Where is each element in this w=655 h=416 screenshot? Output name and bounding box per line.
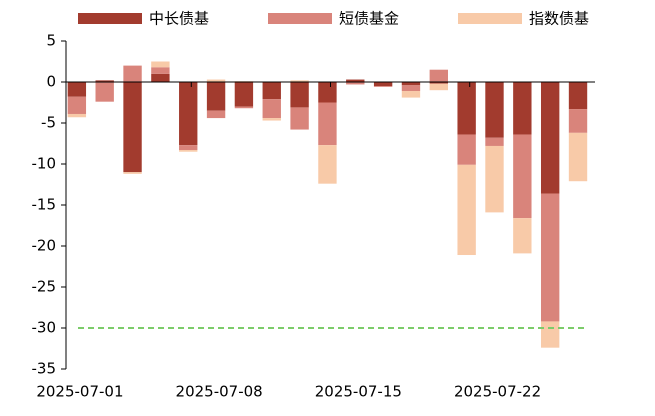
legend-label: 指数债基 — [529, 10, 589, 28]
bar-segment — [262, 99, 281, 119]
bar-segment — [429, 82, 448, 84]
x-tick-label: 2025-07-22 — [454, 383, 541, 401]
bar-segment — [540, 193, 560, 322]
bar-segment — [568, 82, 588, 110]
legend-label: 短债基金 — [339, 10, 399, 28]
bar-segment — [346, 79, 365, 82]
bar-segment — [234, 106, 254, 109]
y-tick-label: 0 — [46, 73, 56, 91]
bar-segment — [401, 82, 421, 86]
y-tick-label: -25 — [32, 278, 57, 296]
bar-segment — [373, 82, 393, 87]
bar-segment — [151, 73, 170, 82]
bar-segment — [568, 132, 588, 182]
bar-segment — [179, 82, 198, 146]
y-tick-label: -20 — [32, 237, 57, 255]
y-tick-label: -35 — [32, 360, 57, 378]
legend-swatch — [78, 13, 142, 24]
legend-swatch — [458, 13, 522, 24]
y-tick-label: 5 — [46, 32, 56, 50]
bar-segment — [67, 82, 87, 97]
y-tick-label: -15 — [32, 196, 57, 214]
bar-segment — [318, 82, 337, 103]
bar-segment — [123, 172, 142, 174]
bar-segment — [179, 145, 198, 151]
bar-segment — [540, 321, 560, 348]
bar-segment — [540, 82, 560, 194]
bar-segment — [290, 80, 309, 82]
bar-segment — [401, 85, 421, 92]
bar-segment — [262, 82, 281, 100]
bar-segment — [95, 80, 114, 82]
bar-segment — [513, 82, 532, 135]
bar-segment — [67, 113, 87, 118]
bar-segment — [513, 134, 532, 219]
bar-segment — [457, 82, 476, 135]
bar-segment — [67, 96, 87, 114]
x-tick-label: 2025-07-08 — [176, 383, 263, 401]
bar-segment — [123, 82, 142, 173]
bar-segment — [206, 82, 226, 111]
bar-segment — [485, 145, 504, 213]
y-tick-label: -30 — [32, 319, 57, 337]
bar-segment — [485, 137, 504, 146]
bar-segment — [318, 145, 337, 184]
legend-label: 中长债基 — [149, 10, 209, 28]
bar-segment — [429, 69, 448, 82]
bar-segment — [457, 164, 476, 256]
bar-segment — [151, 61, 170, 68]
bar-segment — [513, 218, 532, 254]
bar-segment — [568, 109, 588, 133]
bar-segment — [234, 82, 254, 107]
y-tick-label: -5 — [41, 114, 56, 132]
bar-segment — [290, 107, 309, 130]
bar-segment — [206, 110, 226, 119]
x-tick-label: 2025-07-15 — [315, 383, 402, 401]
bar-segment — [179, 150, 198, 152]
bar-segment — [457, 134, 476, 165]
bar-segment — [401, 91, 421, 98]
bar-segment — [373, 86, 393, 87]
bar-segment — [429, 83, 448, 91]
y-tick-label: -10 — [32, 155, 57, 173]
x-tick-label: 2025-07-01 — [36, 383, 123, 401]
bar-segment — [485, 82, 504, 138]
bar-segment — [290, 82, 309, 108]
bar-segment — [206, 79, 226, 82]
legend-swatch — [268, 13, 332, 24]
bar-segment — [262, 118, 281, 121]
bar-segment — [123, 65, 142, 82]
bar-segment — [318, 102, 337, 146]
bar-segment — [151, 67, 170, 74]
bar-segment — [95, 82, 114, 102]
bar-segment — [346, 82, 365, 85]
